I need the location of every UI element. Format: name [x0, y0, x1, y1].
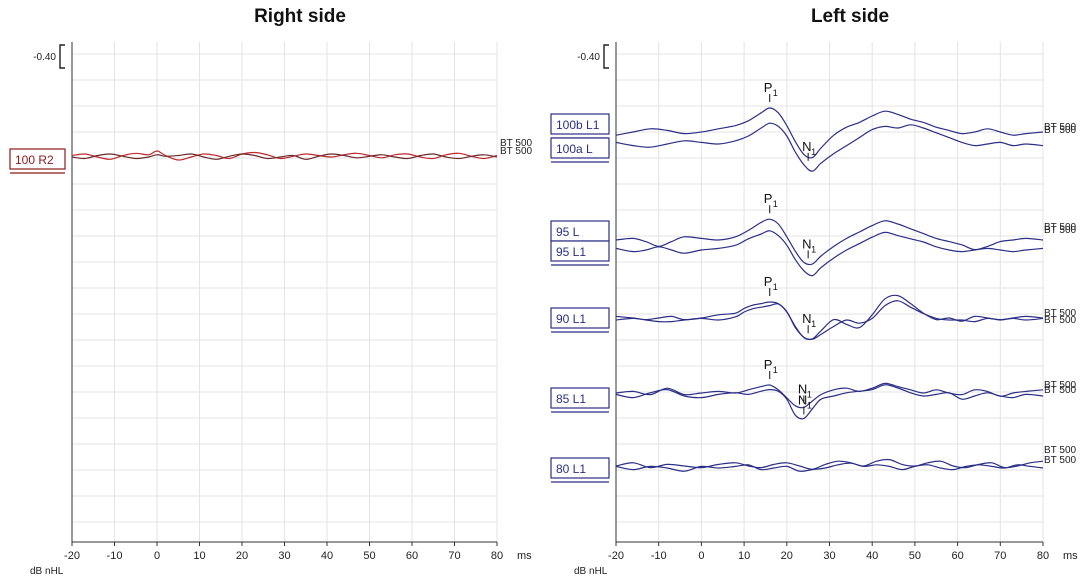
- x-tick-label: 30: [278, 550, 290, 562]
- x-tick-label: 60: [951, 550, 963, 562]
- peak-subscript: 1: [773, 199, 778, 209]
- peak-subscript: 1: [807, 400, 812, 410]
- peak-subscript: 1: [811, 147, 816, 157]
- trace-stimulus-label: BT 500: [1044, 222, 1076, 233]
- level-label-box: [550, 457, 610, 479]
- level-label-box: [550, 307, 610, 329]
- x-tick-label: 50: [909, 550, 921, 562]
- trace-stimulus-label: BT 500: [1044, 225, 1076, 236]
- waveform-trace: [615, 107, 1044, 159]
- right-annotations: BT 500 100 R2 BT 500: [9, 138, 532, 174]
- trace-stimulus-label: BT 500: [500, 146, 532, 157]
- trace-stimulus-label: BT 500: [1044, 445, 1076, 456]
- level-label: 90 L1: [556, 312, 586, 326]
- x-tick-label: 80: [1037, 550, 1049, 562]
- right-panel-title: Right side: [254, 6, 346, 27]
- peak-label: P: [764, 274, 773, 289]
- x-tick-label: 70: [994, 550, 1006, 562]
- trace-stimulus-label: BT 500: [1044, 455, 1076, 466]
- waveform-trace: [615, 462, 1044, 472]
- peak-label: N: [802, 236, 811, 251]
- level-label: 80 L1: [556, 462, 586, 476]
- x-tick-label: 40: [321, 550, 333, 562]
- trace-stimulus-label: BT 500: [1044, 315, 1076, 326]
- waveform-trace: [71, 153, 498, 160]
- trace-stimulus-label: BT 500: [1044, 308, 1076, 319]
- x-tick-label: -20: [64, 550, 80, 562]
- x-tick-label: 70: [448, 550, 460, 562]
- waveform-trace: [615, 218, 1044, 266]
- waveform-trace: [71, 150, 498, 161]
- level-label: 100 R2: [15, 153, 54, 167]
- right-waveforms: [71, 150, 498, 161]
- trace-stimulus-label: BT 500: [1044, 125, 1076, 136]
- waveform-trace: [615, 300, 1044, 341]
- right-grid: -20 -10 0 10 20 30 40 50 60 70 80 ms dB nHL -0.40: [30, 42, 532, 577]
- left-waveforms: [615, 107, 1044, 472]
- scale-bracket: [603, 44, 609, 69]
- peak-label: N: [798, 392, 807, 407]
- x-tick-label: 60: [406, 550, 418, 562]
- x-tick-label: 20: [781, 550, 793, 562]
- x-tick-label: -20: [608, 550, 624, 562]
- level-label-box: [550, 240, 610, 262]
- trace-stimulus-label: BT 500: [1044, 122, 1076, 133]
- x-tick-label: 40: [866, 550, 878, 562]
- level-label-box: [9, 148, 66, 170]
- x-unit-label: ms: [517, 550, 532, 562]
- peak-label: P: [764, 191, 773, 206]
- x-tick-label: 30: [823, 550, 835, 562]
- y-unit-label: dB nHL: [574, 566, 608, 577]
- x-tick-label: 80: [491, 550, 503, 562]
- x-tick-label: 10: [193, 550, 205, 562]
- waveform-trace: [615, 122, 1044, 172]
- level-label: 100b L1: [556, 118, 600, 132]
- peak-subscript: 1: [773, 365, 778, 375]
- x-tick-label: -10: [651, 550, 667, 562]
- level-label: 95 L1: [556, 245, 586, 259]
- left-panel-title: Left side: [811, 6, 889, 27]
- level-label: 95 L: [556, 225, 580, 239]
- right-side-panel: Right side -20 -10 0 10 20 30 40 50 60 70 80 ms dB n…: [9, 6, 532, 577]
- peak-subscript: 1: [811, 319, 816, 329]
- waveform-trace: [615, 230, 1044, 277]
- level-label-box: [550, 113, 610, 135]
- peak-label: N: [798, 381, 807, 396]
- x-tick-label: 0: [154, 550, 160, 562]
- x-tick-label: 10: [738, 550, 750, 562]
- waveform-trace: [615, 384, 1044, 420]
- level-label-box: [550, 387, 610, 409]
- x-tick-label: -10: [107, 550, 123, 562]
- left-grid: -20 -10 0 10 20 30 40 50 60 70 80 ms dB nHL -0.40: [574, 42, 1078, 577]
- peak-label: N: [802, 139, 811, 154]
- trace-stimulus-label: BT 500: [1044, 385, 1076, 396]
- x-unit-label: ms: [1063, 550, 1078, 562]
- x-tick-label: 50: [363, 550, 375, 562]
- peak-subscript: 1: [807, 389, 812, 399]
- peak-subscript: 1: [811, 244, 816, 254]
- y-unit-label: dB nHL: [30, 566, 64, 577]
- level-label: 85 L1: [556, 392, 586, 406]
- scale-label: -0.40: [33, 52, 56, 63]
- trace-stimulus-label: BT 500: [500, 138, 532, 149]
- peak-label: N: [802, 311, 811, 326]
- left-side-panel: Left side -20 -10 0 10 20 30 40 50 60 70 80 ms dB nH…: [550, 6, 1078, 577]
- level-label: 100a L: [556, 142, 593, 156]
- trace-stimulus-label: BT 500: [1044, 380, 1076, 391]
- peak-subscript: 1: [773, 282, 778, 292]
- x-tick-label: 0: [698, 550, 704, 562]
- peak-label: P: [764, 357, 773, 372]
- peak-label: P: [764, 80, 773, 95]
- scale-label: -0.40: [577, 52, 600, 63]
- scale-bracket: [59, 44, 65, 69]
- waveform-trace: [615, 382, 1044, 409]
- level-label-box: [550, 137, 610, 159]
- x-tick-label: 20: [236, 550, 248, 562]
- peak-subscript: 1: [773, 88, 778, 98]
